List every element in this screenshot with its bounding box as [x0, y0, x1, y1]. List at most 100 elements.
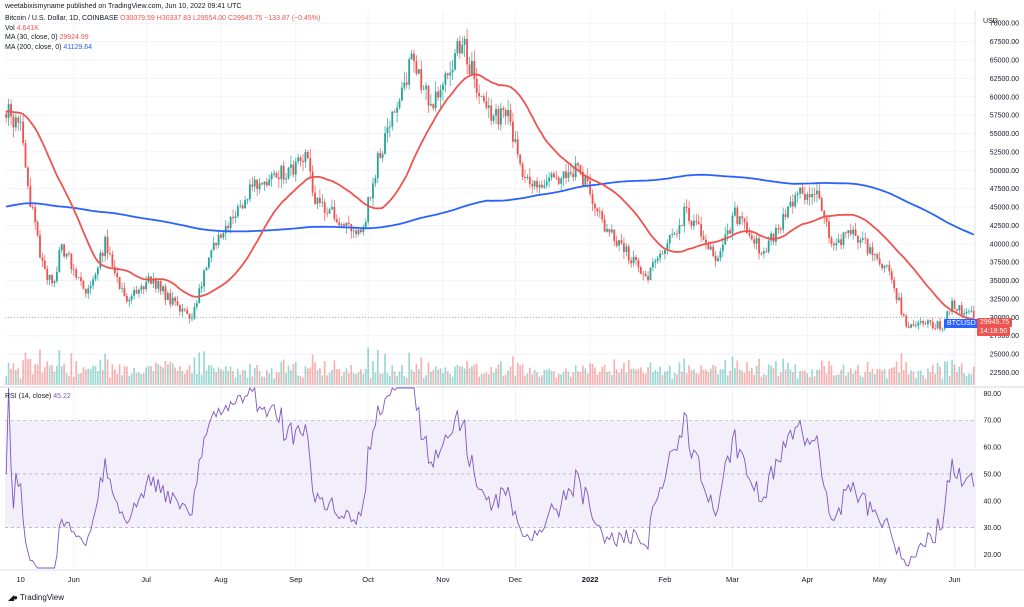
volume-bar: [917, 370, 920, 385]
candle: [333, 200, 336, 222]
volume-bar: [222, 370, 225, 385]
candle-body: [34, 207, 37, 223]
volume-bar: [601, 367, 604, 385]
volume-bar: [471, 366, 473, 385]
candle-body: [569, 172, 572, 174]
time-tick-label: Sep: [289, 575, 302, 584]
volume-bar: [48, 365, 51, 385]
volume-bar: [41, 372, 44, 385]
candle: [960, 301, 963, 316]
volume-bar: [507, 370, 509, 385]
candle: [220, 232, 222, 240]
volume-bar: [847, 372, 850, 385]
candle-body: [483, 96, 485, 102]
volume-bar: [886, 378, 888, 385]
candle-body: [101, 252, 104, 257]
candle: [840, 234, 842, 250]
candle-body: [690, 221, 693, 227]
candle-body: [835, 242, 838, 246]
candle-body: [939, 321, 941, 330]
candle: [902, 312, 905, 318]
volume-bar: [627, 360, 630, 385]
candle-body: [890, 271, 893, 280]
volume-bar: [772, 368, 775, 385]
volume-bar: [321, 375, 324, 385]
candle: [917, 320, 920, 330]
candle-body: [499, 108, 502, 125]
candle: [591, 189, 594, 212]
candle-body: [27, 167, 29, 186]
volume-bar: [635, 369, 637, 385]
candle-body: [548, 177, 551, 182]
candle: [403, 71, 406, 91]
candle: [326, 207, 329, 218]
candle-body: [683, 206, 686, 226]
candle: [958, 305, 961, 314]
candle-body: [910, 324, 912, 328]
candle: [724, 226, 727, 245]
candle: [451, 59, 454, 81]
candle: [425, 82, 427, 100]
candle-body: [215, 242, 218, 246]
candle: [355, 227, 357, 239]
candle-body: [714, 255, 717, 262]
candle-body: [895, 288, 898, 300]
candle-body: [422, 89, 425, 90]
candle: [224, 219, 227, 241]
volume-bar: [806, 373, 809, 385]
volume-bar: [760, 376, 763, 385]
volume-bar: [70, 353, 73, 385]
ma30-value: 29924.99: [59, 34, 89, 41]
candle: [302, 154, 304, 171]
candle: [434, 81, 437, 112]
volume-bar: [524, 375, 526, 385]
volume-bar: [63, 363, 65, 385]
candle-body: [673, 233, 676, 235]
volume-bar: [364, 368, 367, 385]
candle-body: [562, 171, 565, 179]
candle: [495, 103, 497, 125]
volume-bar: [449, 373, 452, 385]
candle-body: [275, 173, 278, 178]
volume-bar: [82, 367, 85, 385]
volume-bar: [58, 350, 61, 385]
candle: [545, 174, 548, 189]
candle-body: [695, 220, 698, 223]
candle: [191, 312, 193, 322]
volume-bar: [787, 362, 789, 385]
volume-bar: [905, 362, 908, 385]
candle: [198, 283, 201, 304]
volume-bar: [323, 361, 326, 385]
volume-bar: [145, 367, 148, 385]
candle: [263, 180, 266, 191]
candle-body: [941, 328, 944, 330]
candle-body: [210, 250, 213, 258]
candle-body: [543, 185, 546, 188]
candle: [531, 179, 534, 194]
candle: [328, 207, 331, 215]
volume-bar: [369, 377, 372, 385]
candle-body: [345, 222, 348, 227]
candle-body: [408, 59, 411, 85]
volume-legend: Vol 4.641K: [5, 24, 39, 33]
volume-bar: [866, 361, 869, 385]
volume-bar: [538, 376, 541, 385]
candle: [405, 72, 408, 89]
candle-body: [801, 187, 804, 195]
candle-body: [748, 233, 751, 236]
candle-body: [620, 240, 623, 244]
candle-body: [446, 73, 449, 76]
candle: [864, 232, 867, 245]
candle-body: [367, 197, 370, 223]
candle-body: [236, 206, 239, 217]
candle-body: [82, 281, 85, 289]
volume-bar: [17, 368, 20, 385]
candle-body: [372, 183, 374, 199]
volume-bar: [586, 373, 589, 385]
candle: [200, 281, 203, 294]
volume-bar: [311, 354, 314, 385]
tradingview-brand[interactable]: ◢● TradingView: [8, 593, 64, 602]
candle: [543, 179, 546, 190]
candle-body: [746, 222, 748, 234]
